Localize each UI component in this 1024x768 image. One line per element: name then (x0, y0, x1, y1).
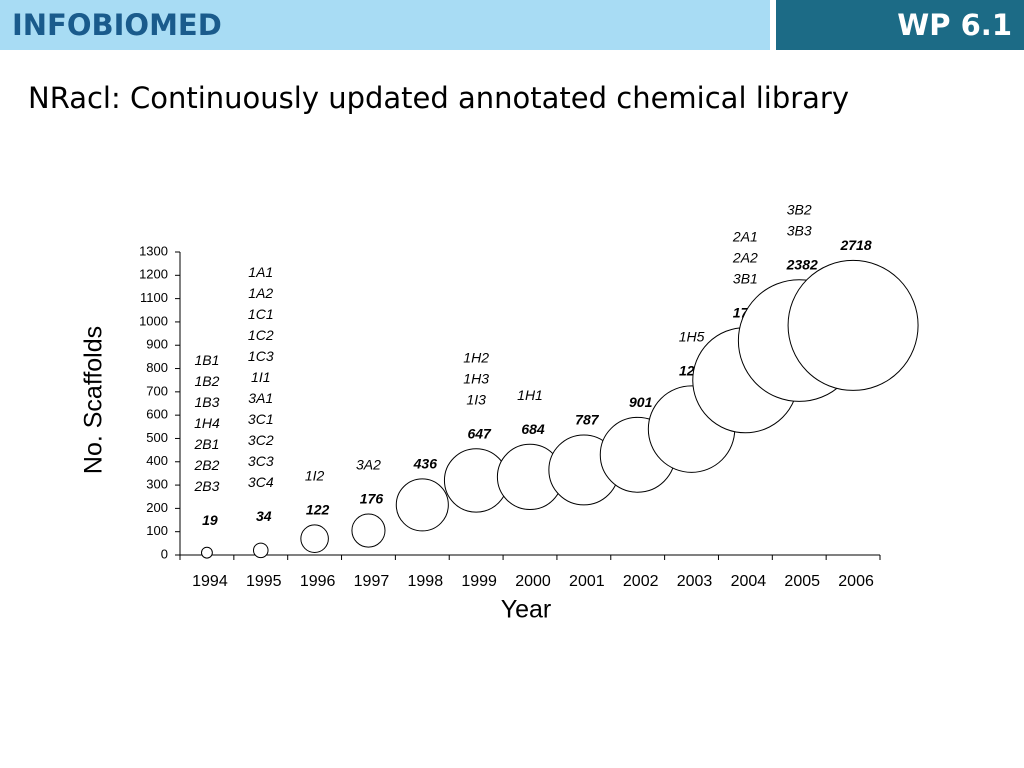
x-tick-label: 2001 (569, 573, 605, 590)
y-tick-label: 300 (146, 477, 168, 492)
y-tick-label: 100 (146, 523, 168, 538)
code-label: 1B1 (194, 352, 219, 368)
bubble (351, 513, 386, 548)
x-tick-label: 2005 (784, 573, 820, 590)
code-label: 3A1 (248, 390, 273, 406)
data-label: 436 (413, 456, 438, 472)
data-label: 901 (629, 394, 653, 410)
code-label: 1C2 (248, 327, 274, 343)
code-label: 2B1 (193, 436, 219, 452)
y-tick-label: 400 (146, 453, 168, 468)
code-label: 1I1 (251, 369, 270, 385)
bubble (395, 478, 449, 532)
y-tick-label: 1300 (139, 243, 168, 258)
y-axis-title: No. Scaffolds (80, 326, 108, 474)
code-label: 3C3 (248, 453, 274, 469)
code-label: 2A2 (732, 249, 758, 265)
y-tick-label: 200 (146, 500, 168, 515)
x-tick-label: 2006 (838, 573, 874, 590)
x-tick-label: 1994 (192, 573, 228, 590)
y-tick-label: 700 (146, 383, 168, 398)
code-label: 3C1 (248, 411, 274, 427)
y-tick-label: 0 (161, 546, 168, 561)
data-label: 647 (467, 425, 492, 441)
y-tick-label: 800 (146, 360, 168, 375)
code-label: 1H1 (517, 387, 543, 403)
x-tick-label: 1997 (354, 573, 390, 590)
code-label: 2B2 (193, 457, 219, 473)
y-tick-label: 1000 (139, 313, 168, 328)
code-label: 1I3 (466, 391, 486, 407)
x-tick-label: 2003 (677, 573, 713, 590)
data-label: 2382 (786, 256, 818, 272)
code-label: 1C1 (248, 306, 274, 322)
code-label: 1H2 (463, 349, 489, 365)
x-tick-label: 2004 (731, 573, 767, 590)
code-label: 1A1 (248, 264, 273, 280)
code-label: 1H5 (679, 329, 705, 345)
y-tick-label: 600 (146, 407, 168, 422)
code-label: 1A2 (248, 285, 273, 301)
code-label: 2A1 (732, 228, 758, 244)
code-label: 3B1 (733, 270, 758, 286)
x-tick-label: 1998 (408, 573, 444, 590)
data-label: 2718 (839, 237, 871, 253)
code-label: 3B3 (787, 222, 812, 238)
y-tick-label: 1200 (139, 267, 168, 282)
x-tick-label: 1999 (461, 573, 497, 590)
data-label: 34 (256, 508, 272, 524)
data-label: 19 (202, 512, 218, 528)
bubble (300, 524, 329, 553)
code-label: 1B3 (194, 394, 219, 410)
code-label: 3C4 (248, 474, 274, 490)
code-label: 3A2 (356, 457, 381, 473)
x-tick-label: 1996 (300, 573, 336, 590)
code-label: 1I2 (305, 468, 325, 484)
code-label: 2B3 (193, 478, 219, 494)
code-label: 1H3 (463, 370, 489, 386)
code-label: 3C2 (248, 432, 274, 448)
code-label: 1C3 (248, 348, 274, 364)
data-label: 684 (521, 421, 545, 437)
code-label: 1H4 (194, 415, 220, 431)
header-box (776, 0, 1024, 50)
bubble (200, 546, 213, 559)
data-label: 122 (306, 502, 330, 518)
x-tick-label: 2002 (623, 573, 659, 590)
slide-title: NRacl: Continuously updated annotated ch… (28, 81, 849, 115)
x-axis-title: Year (501, 596, 552, 624)
y-tick-label: 900 (146, 337, 168, 352)
y-tick-label: 1100 (140, 290, 168, 305)
bubble (787, 259, 919, 391)
header-bar (0, 0, 770, 50)
x-tick-label: 1995 (246, 573, 282, 590)
y-tick-label: 500 (146, 430, 168, 445)
bubble (252, 542, 269, 559)
section: WP 6.1 (897, 8, 1012, 42)
code-label: 3B2 (787, 201, 812, 217)
data-label: 176 (360, 491, 384, 507)
brand: INFOBIOMED (12, 8, 222, 42)
x-tick-label: 2000 (515, 573, 551, 590)
code-label: 1B2 (194, 373, 219, 389)
data-label: 787 (575, 412, 600, 428)
